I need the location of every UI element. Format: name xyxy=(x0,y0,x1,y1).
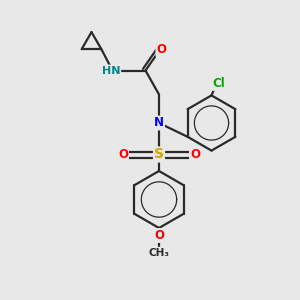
Text: N: N xyxy=(154,116,164,130)
Text: CH₃: CH₃ xyxy=(148,248,170,258)
Text: HN: HN xyxy=(102,65,120,76)
Text: O: O xyxy=(118,148,128,161)
Text: O: O xyxy=(190,148,200,161)
Text: O: O xyxy=(154,229,164,242)
Text: O: O xyxy=(156,43,167,56)
Text: Cl: Cl xyxy=(213,77,225,90)
Text: S: S xyxy=(154,148,164,161)
